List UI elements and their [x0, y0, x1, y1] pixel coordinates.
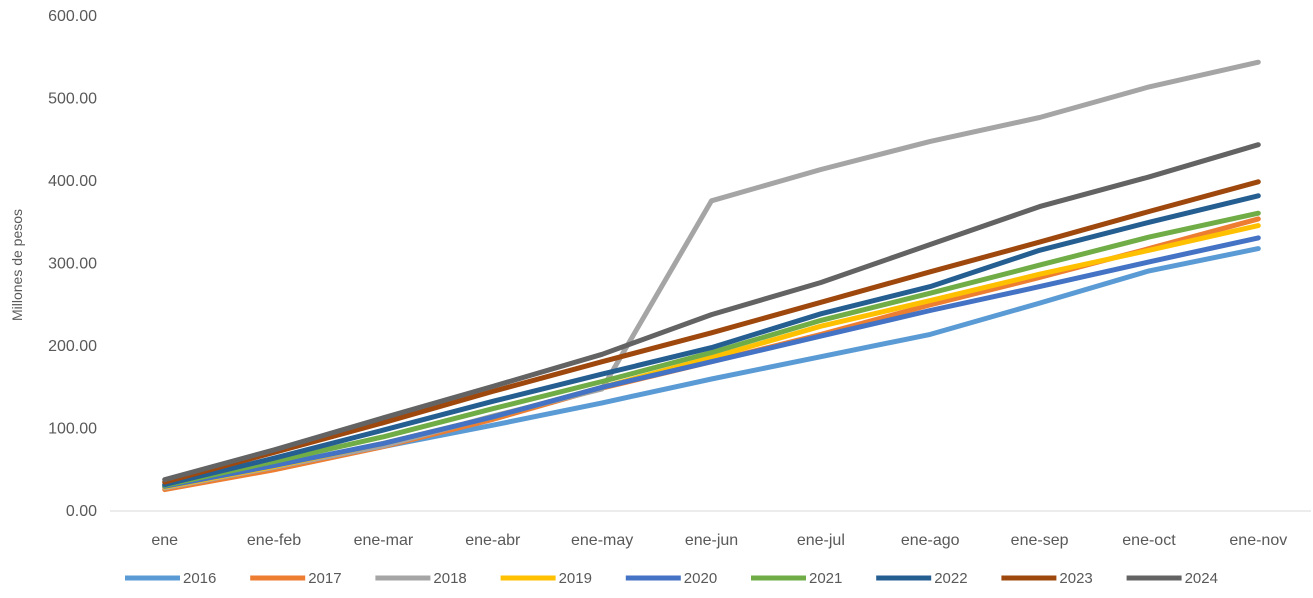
- legend-label: 2024: [1185, 570, 1218, 587]
- y-tick-label: 300.00: [48, 256, 97, 273]
- x-tick-label: ene-jun: [685, 532, 738, 549]
- y-tick-label: 0.00: [66, 503, 97, 520]
- y-tick-label: 100.00: [48, 421, 97, 438]
- series-line-2024: [162, 142, 1261, 483]
- series-line-2023: [162, 179, 1261, 485]
- y-axis-title: Millones de pesos: [9, 209, 25, 321]
- x-tick-label: ene: [151, 532, 178, 549]
- legend-label: 2017: [308, 570, 341, 587]
- legend-label: 2019: [559, 570, 592, 587]
- y-tick-label: 500.00: [48, 91, 97, 108]
- legend-label: 2023: [1059, 570, 1092, 587]
- y-tick-label: 400.00: [48, 173, 97, 190]
- y-axis-ticks: 0.00 100.00 200.00 300.00 400.00 500.00 600.00: [48, 8, 97, 520]
- legend-label: 2016: [183, 570, 216, 587]
- x-tick-label: ene-jul: [797, 532, 845, 549]
- series-line-2020: [162, 235, 1261, 489]
- x-tick-label: ene-mar: [354, 532, 414, 549]
- legend-label: 2020: [684, 570, 717, 587]
- series-line-2021: [162, 210, 1261, 488]
- x-tick-label: ene-nov: [1229, 532, 1287, 549]
- legend-label: 2021: [809, 570, 842, 587]
- legend-label: 2018: [433, 570, 466, 587]
- x-tick-label: ene-ago: [901, 532, 960, 549]
- x-tick-label: ene-oct: [1122, 532, 1176, 549]
- x-axis-ticks: ene ene-feb ene-mar ene-abr ene-may ene-jun en…: [151, 532, 1287, 549]
- y-tick-label: 600.00: [48, 8, 97, 25]
- x-tick-label: ene-may: [571, 532, 633, 549]
- x-tick-label: ene-feb: [247, 532, 301, 549]
- x-tick-label: ene-abr: [465, 532, 521, 549]
- legend: 2016 2017 2018 2019 2020 2021 2022 2023 2024: [125, 570, 1218, 587]
- x-tick-label: ene-sep: [1011, 532, 1069, 549]
- series-lines: [162, 59, 1261, 493]
- series-line-2022: [162, 193, 1261, 488]
- axes: Millones de pesos: [9, 209, 1311, 512]
- legend-label: 2022: [934, 570, 967, 587]
- y-tick-label: 200.00: [48, 338, 97, 355]
